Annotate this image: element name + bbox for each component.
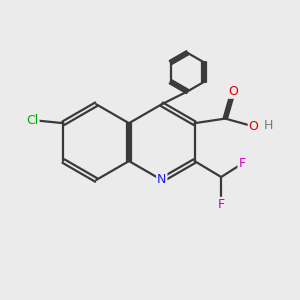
Text: H: H <box>264 119 273 132</box>
Text: Cl: Cl <box>26 114 39 127</box>
Text: N: N <box>157 173 167 187</box>
Text: O: O <box>228 85 238 98</box>
Text: F: F <box>238 157 245 170</box>
Text: F: F <box>218 198 225 211</box>
Text: O: O <box>249 120 259 133</box>
